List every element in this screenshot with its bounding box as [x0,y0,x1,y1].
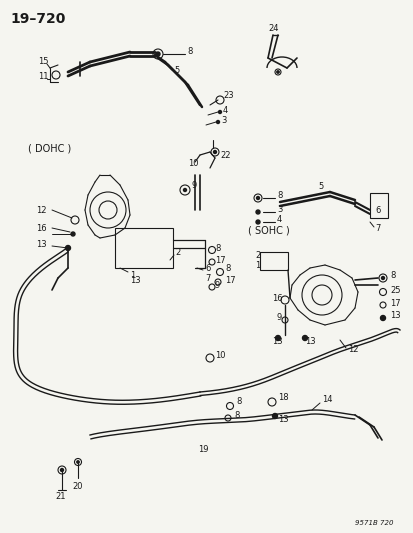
Text: 7: 7 [374,223,380,232]
Bar [259,252,287,270]
Text: 22: 22 [219,150,230,159]
Text: 8: 8 [233,411,239,421]
Text: 10: 10 [214,351,225,359]
Text: 4: 4 [276,214,282,223]
Text: 8: 8 [235,398,241,407]
Text: 9571B 720: 9571B 720 [354,520,392,526]
Text: 18: 18 [277,393,288,402]
Text: 16: 16 [271,294,282,303]
Text: 12: 12 [36,206,46,214]
Text: 19–720: 19–720 [10,12,65,26]
Text: 14: 14 [321,395,332,405]
Text: ( DOHC ): ( DOHC ) [28,143,71,153]
Circle shape [272,414,277,418]
Text: 13: 13 [130,276,140,285]
Text: 13: 13 [389,311,400,320]
Circle shape [302,335,307,341]
Text: 21: 21 [55,492,65,502]
Text: 13: 13 [271,337,282,346]
Circle shape [65,246,70,251]
Text: 15: 15 [38,56,48,66]
Circle shape [380,277,384,279]
Circle shape [216,120,219,124]
Text: 10: 10 [188,158,198,167]
Text: 2: 2 [254,251,260,260]
Text: 20: 20 [72,482,82,491]
Text: 9: 9 [214,280,220,289]
Text: 3: 3 [276,205,282,214]
Circle shape [380,316,385,320]
Text: 3: 3 [221,116,226,125]
Text: 13: 13 [304,337,315,346]
Text: 8: 8 [187,46,192,55]
Bar [369,193,387,218]
Circle shape [213,150,216,154]
Text: 11: 11 [38,71,48,80]
Text: 17: 17 [224,276,235,285]
Text: 23: 23 [223,91,233,100]
Text: 1: 1 [130,271,135,279]
Text: 12: 12 [347,345,358,354]
Circle shape [255,220,259,224]
Text: 5: 5 [173,66,179,75]
Text: 8: 8 [276,190,282,199]
Circle shape [276,71,278,73]
Text: 9: 9 [192,181,197,190]
Text: 2: 2 [175,247,180,256]
Text: 16: 16 [36,223,47,232]
Text: 8: 8 [389,271,394,279]
Text: 13: 13 [36,239,47,248]
Circle shape [71,232,75,236]
Circle shape [255,210,259,214]
Text: 7: 7 [204,273,210,282]
Text: 5: 5 [317,182,323,190]
Text: 19: 19 [197,446,208,455]
Text: 13: 13 [277,416,288,424]
Text: 1: 1 [254,261,260,270]
Text: 17: 17 [389,298,400,308]
Circle shape [218,110,221,114]
Circle shape [183,189,186,191]
Text: 6: 6 [204,263,210,272]
Text: 25: 25 [389,286,399,295]
Circle shape [256,197,259,199]
Text: 4: 4 [223,106,228,115]
Circle shape [60,469,63,472]
Text: 6: 6 [374,206,380,214]
Bar [115,228,173,268]
Circle shape [156,52,159,56]
Text: 9: 9 [276,313,282,322]
Text: 17: 17 [214,255,225,264]
Text: 8: 8 [224,263,230,272]
Circle shape [77,461,79,463]
Text: 8: 8 [214,244,220,253]
Circle shape [275,335,280,341]
Text: 24: 24 [267,23,278,33]
Text: ( SOHC ): ( SOHC ) [247,225,289,235]
